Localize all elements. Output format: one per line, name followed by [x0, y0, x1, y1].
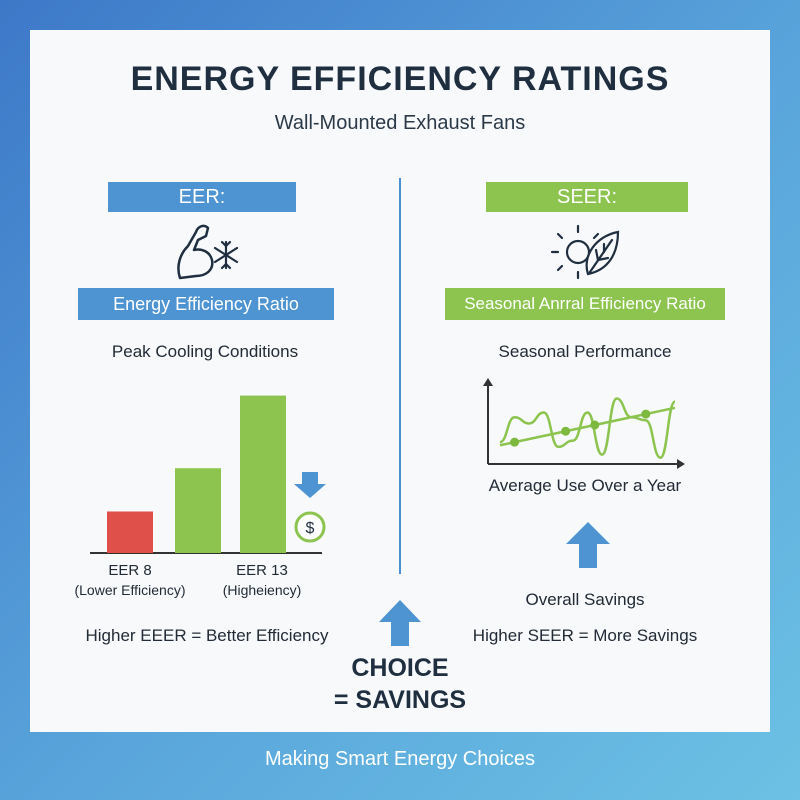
bar	[240, 395, 286, 553]
y-axis-arrow	[483, 378, 493, 386]
seer-chart-caption: Average Use Over a Year	[488, 476, 682, 495]
dollar-coin-icon	[294, 511, 326, 543]
eer-low-label: EER 8	[108, 562, 152, 579]
footer-caption: Making Smart Energy Choices	[264, 748, 536, 770]
flexed-arm-snowflake-icon	[177, 224, 239, 280]
page-title: ENERGY EFFICIENCY RATINGS	[130, 60, 670, 98]
x-axis-arrow	[677, 459, 685, 469]
trend-marker	[590, 420, 600, 430]
dollar-sign: $	[306, 520, 315, 537]
down-arrow-icon	[294, 472, 326, 498]
center-divider	[399, 178, 401, 574]
bar	[107, 511, 153, 553]
bar	[175, 468, 221, 553]
choice-line-1: CHOICE	[351, 654, 449, 682]
eer-heading: EER:	[108, 182, 296, 212]
page-subtitle: Wall-Mounted Exhaust Fans	[274, 112, 526, 134]
seer-tagline: Higher SEER = More Savings	[472, 626, 698, 645]
trend-marker	[641, 409, 651, 419]
up-arrow-icon	[379, 600, 421, 646]
eer-high-note: (Higheiency)	[222, 582, 302, 598]
sun-leaf-icon	[550, 224, 620, 280]
trend-marker	[510, 437, 520, 447]
seer-condition: Seasonal Performance	[498, 342, 672, 361]
eer-full-name: Energy Efficiency Ratio	[78, 288, 334, 320]
series-line	[499, 397, 677, 460]
eer-low-note: (Lower Efficiency)	[74, 582, 186, 598]
eer-bar-chart: $	[90, 395, 326, 554]
seer-savings-label: Overall Savings	[525, 590, 645, 609]
eer-tagline: Higher EEER = Better Efficiency	[85, 626, 329, 645]
eer-high-label: EER 13	[236, 562, 288, 579]
seer-full-name: Seasonal Anrral Efficiency Ratio	[445, 288, 725, 320]
choice-line-2: = SAVINGS	[333, 686, 467, 714]
trend-marker	[561, 426, 571, 436]
seer-line-chart	[483, 378, 685, 469]
up-arrow-icon	[566, 522, 610, 568]
seer-heading: SEER:	[486, 182, 688, 212]
eer-condition: Peak Cooling Conditions	[111, 342, 299, 361]
